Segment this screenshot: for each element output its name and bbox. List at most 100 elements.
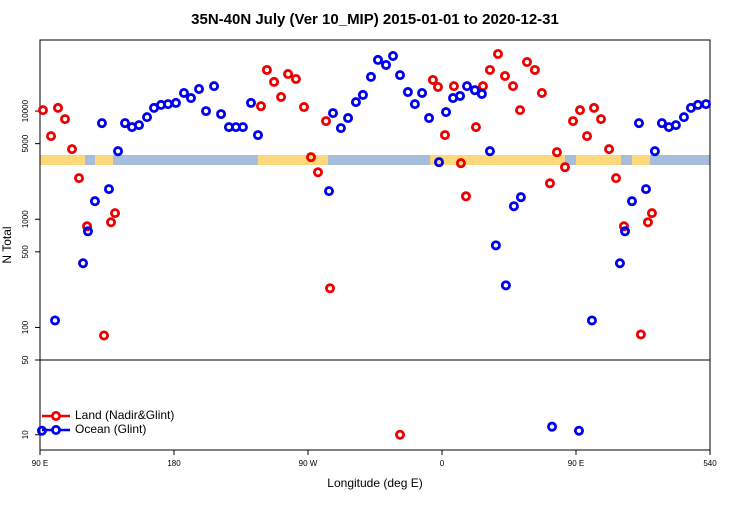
data-point [395, 70, 406, 81]
data-point [492, 49, 503, 60]
data-point [455, 90, 466, 101]
data-point [365, 71, 376, 82]
data-point [237, 122, 248, 133]
data-point [678, 112, 689, 123]
data-point [626, 196, 637, 207]
y-tick-label: 10000 [21, 99, 30, 122]
data-point [455, 158, 466, 169]
x-tick-label: 540 [703, 459, 717, 468]
data-point [255, 101, 266, 112]
data-point [470, 122, 481, 133]
data-point [99, 330, 110, 341]
y-tick-label: 1000 [21, 210, 30, 228]
data-point [551, 147, 562, 158]
data-point [642, 217, 653, 228]
data-point [614, 258, 625, 269]
data-point [283, 69, 294, 80]
data-point [646, 208, 657, 219]
data-point [633, 118, 644, 129]
x-tick-label: 90 E [568, 459, 584, 468]
y-tick-label: 100 [21, 320, 30, 334]
data-point [194, 83, 205, 94]
data-point [305, 152, 316, 163]
y-tick-label: 10 [21, 430, 30, 439]
data-point [185, 93, 196, 104]
data-point [46, 131, 57, 142]
data-point [432, 81, 443, 92]
data-point [178, 87, 189, 98]
data-point [529, 64, 540, 75]
data-point [469, 85, 480, 96]
data-point [298, 102, 309, 113]
land-band [40, 155, 85, 165]
data-point [568, 116, 579, 127]
data-point [700, 99, 711, 110]
data-point [656, 118, 667, 129]
data-point [53, 102, 64, 113]
x-tick-label: 0 [440, 459, 445, 468]
data-point [321, 116, 332, 127]
data-point [245, 97, 256, 108]
ocean-band [40, 155, 710, 165]
plot-frame [39, 359, 711, 451]
data-point [559, 162, 570, 173]
legend-label: Ocean (Glint) [75, 422, 146, 436]
data-point [110, 208, 121, 219]
data-point [575, 105, 586, 116]
data-point [508, 201, 519, 212]
x-axis-label: Longitude (deg E) [327, 476, 422, 490]
data-point [312, 167, 323, 178]
land-band [258, 155, 328, 165]
data-point [134, 120, 145, 131]
data-point [476, 88, 487, 99]
data-point [113, 146, 124, 157]
data-point [276, 91, 287, 102]
data-point [596, 114, 607, 125]
data-point [604, 144, 615, 155]
data-point [201, 106, 212, 117]
data-point [328, 108, 339, 119]
data-point [142, 112, 153, 123]
data-point [536, 87, 547, 98]
land-band [576, 155, 621, 165]
data-point [290, 73, 301, 84]
data-point [589, 102, 600, 113]
data-point [611, 173, 622, 184]
data-point [50, 315, 61, 326]
legend-marker [51, 424, 62, 435]
data-point [460, 191, 471, 202]
data-point [427, 74, 438, 85]
data-point [78, 258, 89, 269]
data-point [484, 146, 495, 157]
y-tick-label: 50 [21, 355, 30, 364]
data-point [103, 184, 114, 195]
data-point [409, 99, 420, 110]
data-point [106, 217, 117, 228]
data-point [89, 196, 100, 207]
data-point [573, 425, 584, 436]
data-point [269, 76, 280, 87]
data-point [335, 123, 346, 134]
y-tick-label: 500 [21, 245, 30, 259]
land-band [95, 155, 113, 165]
land-band [632, 155, 650, 165]
data-point [508, 81, 519, 92]
data-point [74, 173, 85, 184]
data-point [67, 144, 78, 155]
data-point [448, 81, 459, 92]
data-point [252, 130, 263, 141]
data-point [462, 81, 473, 92]
data-point [635, 329, 646, 340]
data-point [216, 109, 227, 120]
data-point [439, 130, 450, 141]
data-point [522, 57, 533, 68]
data-point [649, 146, 660, 157]
data-point [350, 97, 361, 108]
data-point [60, 114, 71, 125]
data-point [37, 105, 48, 116]
x-tick-label: 90 E [32, 459, 48, 468]
data-point [618, 221, 629, 232]
data-point [325, 283, 336, 294]
